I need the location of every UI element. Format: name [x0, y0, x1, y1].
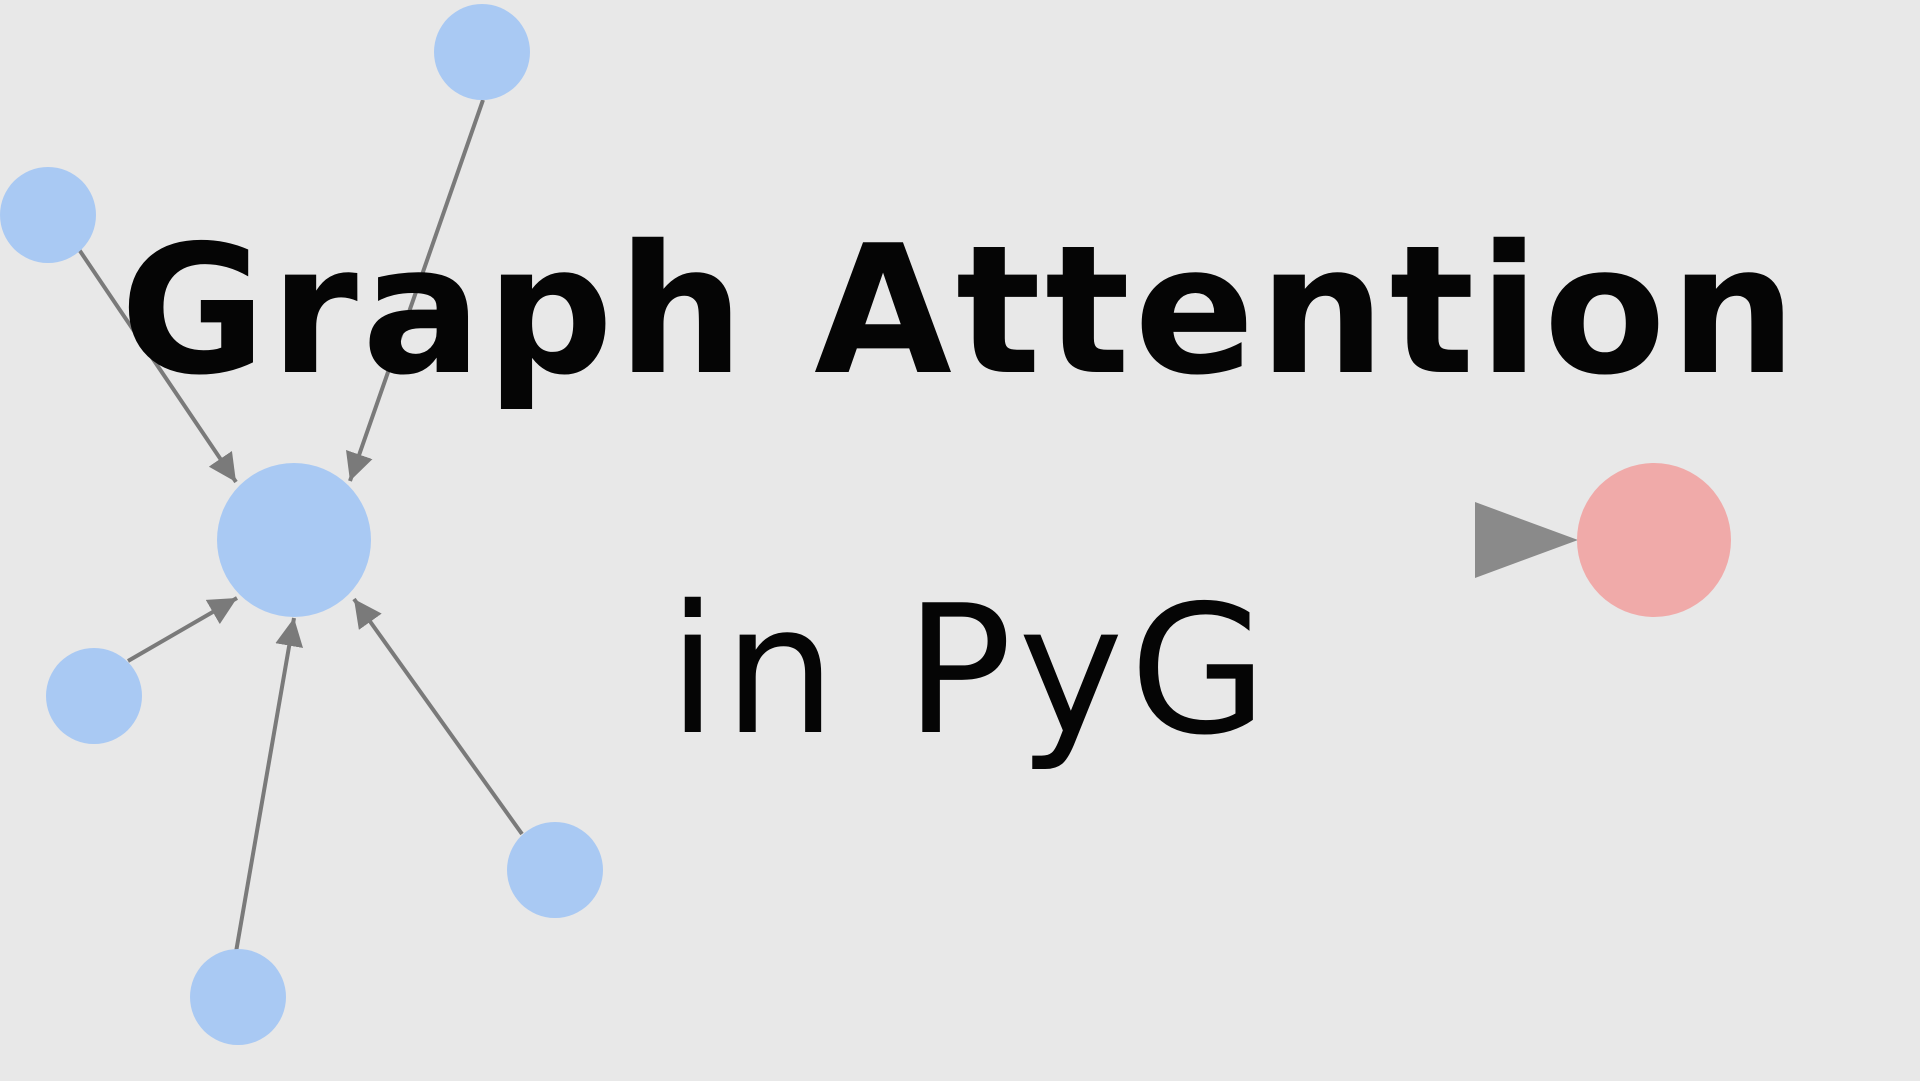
main-edge-arrowhead	[1475, 502, 1578, 578]
center-node	[217, 463, 371, 617]
neighbor-node-top	[434, 4, 530, 100]
thumbnail-subtitle: in PyG	[668, 567, 1274, 774]
neighbor-node-top-left	[0, 167, 96, 263]
thumbnail-title: Graph Attention	[120, 207, 1801, 414]
neighbor-node-bottom-left	[190, 949, 286, 1045]
edge-from-top	[346, 99, 485, 482]
edge-from-bottom-left	[234, 617, 304, 953]
edge-from-bottom-right	[352, 597, 524, 836]
output-node	[1577, 463, 1731, 617]
neighbor-node-bottom-right	[507, 822, 603, 918]
neighbor-node-left	[46, 648, 142, 744]
edge-from-left	[126, 596, 239, 663]
edge-from-top-left	[76, 246, 238, 484]
